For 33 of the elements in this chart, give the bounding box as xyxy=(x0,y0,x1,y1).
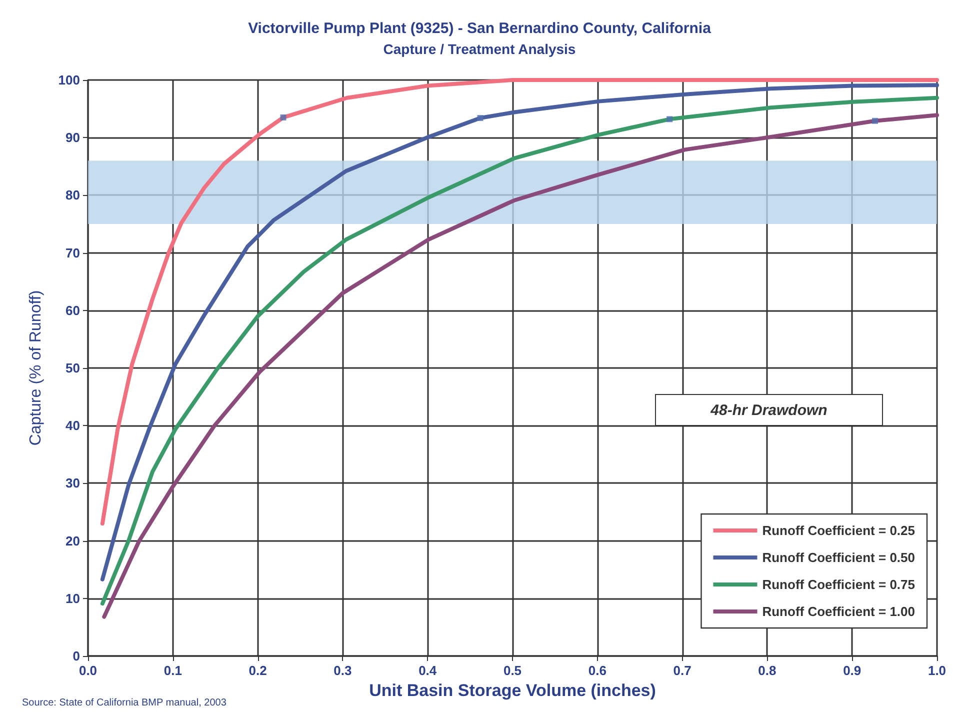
legend-label: Runoff Coefficient = 0.25 xyxy=(762,523,916,538)
x-tick-label: 0.8 xyxy=(758,663,776,678)
x-tick-label: 0.9 xyxy=(843,663,862,678)
y-tick-label: 100 xyxy=(58,72,80,88)
legend-label: Runoff Coefficient = 0.75 xyxy=(762,577,916,592)
x-tick-label: 0.2 xyxy=(248,663,267,678)
x-tick-label: 0.0 xyxy=(78,663,98,678)
y-tick-label: 90 xyxy=(66,130,80,146)
y-tick-label: 10 xyxy=(66,590,80,606)
source-note: Source: State of California BMP manual, 2003 xyxy=(22,698,227,708)
chart-subtitle: Capture / Treatment Analysis xyxy=(383,41,576,57)
y-tick-label: 30 xyxy=(66,476,80,491)
x-tick-label: 0.6 xyxy=(588,663,606,678)
x-tick-label: 1.0 xyxy=(928,663,946,678)
y-axis-title: Capture (% of Runoff) xyxy=(28,290,44,446)
y-tick-label: 70 xyxy=(66,245,80,260)
x-tick-label: 0.3 xyxy=(334,663,352,678)
y-tick-label: 40 xyxy=(66,418,80,434)
x-tick-label: 0.5 xyxy=(503,663,522,678)
y-tick-label: 0 xyxy=(72,648,80,664)
x-axis-title: Unit Basin Storage Volume (inches) xyxy=(369,681,656,700)
annotation: 48-hr Drawdown xyxy=(710,402,828,418)
chart-title: Victorville Pump Plant (9325) - San Bernardino County, California xyxy=(248,20,712,37)
y-tick-label: 50 xyxy=(66,360,80,376)
y-tick-label: 20 xyxy=(66,533,80,548)
x-tick-label: 0.1 xyxy=(164,663,182,678)
x-tick-label: 0.7 xyxy=(673,663,692,678)
y-tick-label: 60 xyxy=(66,302,80,318)
x-tick-label: 0.4 xyxy=(418,663,438,678)
legend-label: Runoff Coefficient = 0.50 xyxy=(762,550,916,565)
note-box: 48-hr Drawdown xyxy=(655,394,883,426)
legend-label: Runoff Coefficient = 1.00 xyxy=(762,604,916,619)
y-tick-label: 80 xyxy=(66,188,80,203)
